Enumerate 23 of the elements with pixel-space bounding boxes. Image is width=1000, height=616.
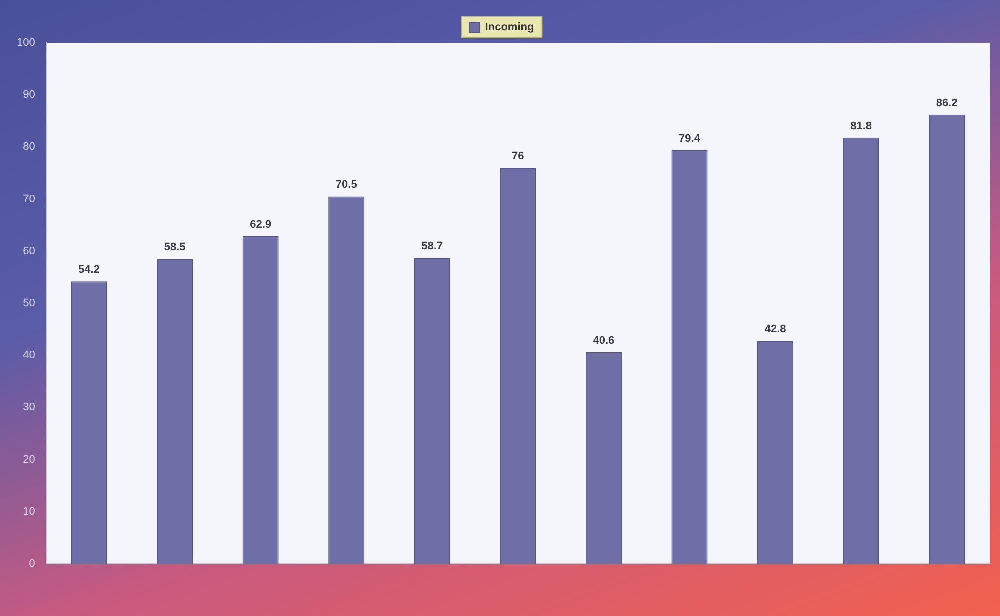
data-label: 54.2	[78, 264, 100, 276]
y-tick-label: 30	[23, 402, 36, 414]
y-tick-label: 50	[23, 298, 36, 310]
y-tick-label: 90	[23, 89, 36, 102]
data-label: 79.4	[679, 132, 702, 145]
data-label: 58.5	[164, 242, 186, 254]
data-label: 62.9	[250, 218, 272, 231]
data-label: 76	[512, 150, 524, 163]
data-label: 81.8	[850, 120, 872, 132]
data-label: 42.8	[764, 324, 786, 336]
y-tick-label: 60	[23, 245, 36, 258]
y-tick-label: 40	[23, 350, 36, 362]
y-tick-label: 80	[23, 141, 36, 154]
legend-label: Incoming	[485, 22, 534, 34]
y-tick-label: 0	[29, 558, 36, 570]
data-label: 40.6	[593, 335, 615, 348]
data-label: 70.5	[336, 179, 358, 192]
y-tick-label: 70	[23, 193, 36, 206]
y-tick-label: 100	[16, 37, 36, 50]
y-tick-label: 10	[23, 506, 36, 518]
data-label: 58.7	[422, 240, 444, 253]
y-tick-label: 20	[23, 454, 36, 466]
data-label: 86.2	[936, 97, 958, 110]
